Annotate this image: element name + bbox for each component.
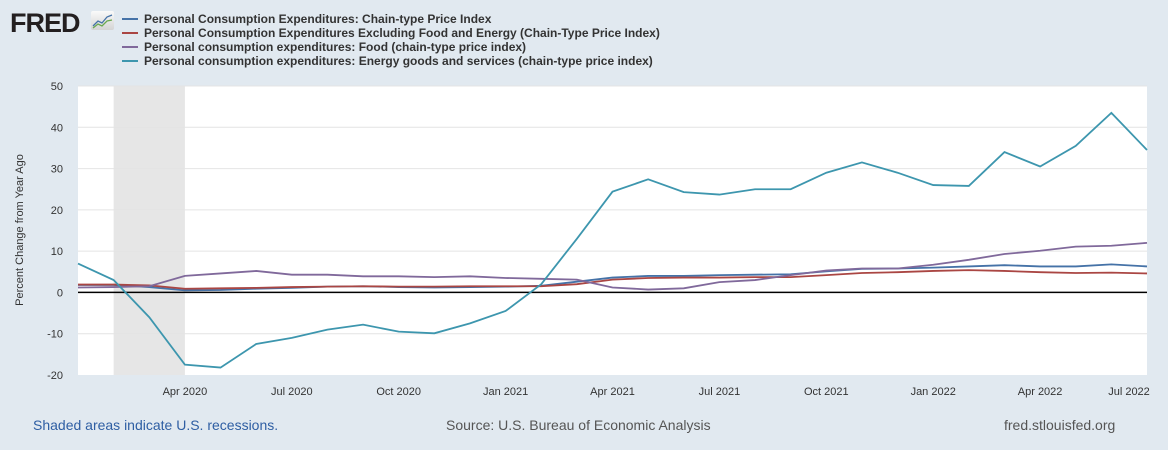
x-tick-label: Oct 2020	[376, 386, 421, 398]
legend-swatch	[122, 46, 138, 48]
legend-swatch	[122, 60, 138, 62]
legend-item[interactable]: Personal Consumption Expenditures: Chain…	[122, 12, 660, 26]
legend-item[interactable]: Personal consumption expenditures: Energ…	[122, 54, 660, 68]
y-tick-label: 0	[57, 287, 63, 299]
x-tick-label: Jan 2021	[483, 386, 528, 398]
series-line-1	[78, 269, 1148, 290]
site-link[interactable]: fred.stlouisfed.org	[1004, 417, 1116, 433]
x-tick-label: Jan 2022	[911, 386, 956, 398]
y-axis-label: Percent Change from Year Ago	[14, 154, 26, 306]
x-tick-label: Oct 2021	[804, 386, 849, 398]
series-line-3	[77, 111, 1148, 369]
x-tick-label: Jul 2022	[1108, 386, 1150, 398]
y-tick-label: -20	[47, 370, 63, 382]
source-text: Source: U.S. Bureau of Economic Analysis	[446, 417, 711, 433]
series-line-2	[77, 241, 1148, 291]
legend-swatch	[122, 18, 138, 20]
fred-chart-icon	[91, 11, 114, 30]
legend-label: Personal Consumption Expenditures: Chain…	[144, 12, 492, 26]
x-tick-label: Apr 2021	[590, 386, 635, 398]
x-tick-label: Apr 2020	[163, 386, 208, 398]
recession-shading	[113, 86, 185, 375]
legend-label: Personal Consumption Expenditures Exclud…	[144, 26, 660, 40]
y-tick-label: 20	[51, 205, 63, 217]
legend-item[interactable]: Personal consumption expenditures: Food …	[122, 40, 660, 54]
legend-swatch	[122, 32, 138, 34]
y-tick-label: 10	[51, 246, 63, 258]
legend-label: Personal consumption expenditures: Energ…	[144, 54, 653, 68]
recession-note-link[interactable]: Shaded areas indicate U.S. recessions.	[33, 417, 279, 433]
plot-area	[78, 86, 1147, 375]
y-tick-label: 30	[51, 164, 63, 176]
x-tick-label: Jul 2021	[699, 386, 741, 398]
x-tick-label: Jul 2020	[271, 386, 313, 398]
legend-label: Personal consumption expenditures: Food …	[144, 40, 527, 54]
x-tick-label: Apr 2022	[1018, 386, 1063, 398]
y-tick-label: 50	[51, 81, 63, 93]
y-tick-label: -10	[47, 329, 63, 341]
chart-legend: Personal Consumption Expenditures: Chain…	[122, 12, 660, 68]
fred-logo[interactable]: FRED	[10, 8, 80, 38]
legend-item[interactable]: Personal Consumption Expenditures Exclud…	[122, 26, 660, 40]
y-tick-label: 40	[51, 122, 63, 134]
